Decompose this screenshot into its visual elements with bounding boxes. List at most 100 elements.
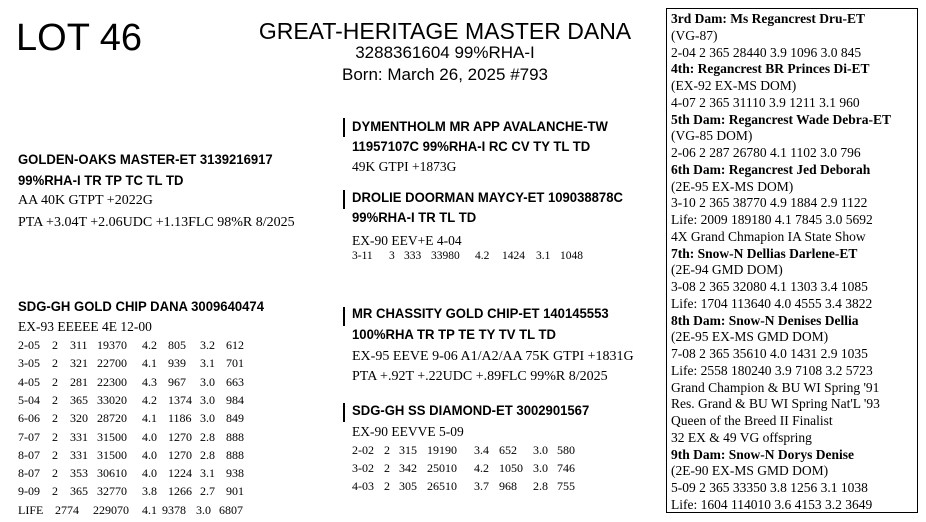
ancestor-detail: (VG-87) — [671, 27, 718, 43]
record-cell: 901 — [226, 484, 244, 499]
animal-detail: AA 40K GTPT +2022G — [18, 193, 153, 208]
record-cell: 25010 — [427, 461, 457, 475]
ancestor-detail: (2E-90 EX-MS GMD DOM) — [671, 463, 829, 479]
record-cell: 967 — [168, 374, 186, 389]
record-cell: 331 — [70, 447, 88, 462]
record-cell: 3.4 — [474, 443, 489, 457]
record-cell: 33980 — [431, 250, 460, 262]
animal-detail: EX-90 EEV+E 4-04 — [352, 233, 462, 248]
record-cell: 2-05 — [18, 338, 40, 352]
record-cell: 3.1 — [536, 250, 551, 262]
record-cell: 2 — [384, 461, 390, 475]
animal-heading: 11957107C 99%RHA-I RC CV TY TL TD — [352, 139, 591, 154]
record-cell: 984 — [226, 392, 244, 407]
record-cell: 320 — [70, 411, 88, 426]
record-cell: 3-11 — [352, 250, 373, 262]
record-cell: 968 — [499, 479, 517, 493]
record-cell: 2774 — [55, 503, 79, 517]
ancestor-detail: Life: 1604 114010 3.6 4153 3.2 3649 — [671, 496, 873, 512]
record-cell: 5-04 — [18, 392, 40, 407]
ancestor-detail: 2-04 2 365 28440 3.9 1096 3.0 845 — [671, 44, 862, 60]
ancestor-detail: 2-06 2 287 26780 4.1 1102 3.0 796 — [671, 145, 861, 160]
record-cell: 3.8 — [142, 484, 157, 499]
animal-heading: DROLIE DOORMAN MAYCY-ET 109038878C — [352, 190, 623, 205]
animal-heading: 99%RHA-I TR TP TC TL TD — [18, 173, 184, 188]
record-cell: 938 — [226, 466, 244, 481]
record-cell: 3.0 — [533, 461, 548, 475]
record-cell: 33020 — [97, 392, 127, 407]
animal-name: GREAT-HERITAGE MASTER DANA — [258, 18, 632, 44]
divider-bar — [343, 403, 345, 422]
record-cell: 1266 — [168, 484, 192, 499]
ancestor-title: 5th Dam: Regancrest Wade Debra-ET — [671, 111, 891, 127]
animal-detail: PTA +.92T +.22UDC +.89FLC 99%R 8/2025 — [352, 369, 608, 384]
ancestor-detail: 7-08 2 365 35610 4.0 1431 2.9 1035 — [671, 346, 868, 361]
record-cell: 365 — [70, 392, 88, 407]
record-cell: 2 — [52, 466, 58, 481]
record-cell: 2 — [52, 392, 58, 407]
record-cell: 321 — [70, 356, 88, 371]
divider-bar — [343, 307, 345, 326]
record-cell: 612 — [226, 338, 244, 352]
ancestor-detail: Life: 2009 189180 4.1 7845 3.0 5692 — [671, 212, 873, 227]
animal-detail: EX-90 EEVVE 5-09 — [352, 424, 464, 439]
record-cell: 311 — [70, 338, 88, 352]
ancestor-detail: Queen of the Breed II Finalist — [671, 413, 833, 428]
record-cell: 7-07 — [18, 429, 40, 444]
record-cell: 4.0 — [142, 429, 157, 444]
ancestor-detail: (EX-92 EX-MS DOM) — [671, 78, 797, 93]
record-cell: 4.2 — [142, 338, 157, 352]
record-cell: 3.2 — [200, 338, 215, 352]
record-cell: 663 — [226, 374, 244, 389]
record-cell: 2 — [52, 374, 58, 389]
record-cell: 315 — [399, 443, 417, 457]
animal-registration: 3288361604 99%RHA-I — [355, 43, 535, 62]
record-cell: 2.7 — [200, 484, 215, 499]
record-cell: 305 — [399, 479, 417, 493]
record-cell: 28720 — [97, 411, 127, 426]
record-cell: 9378 — [162, 503, 186, 517]
ancestor-title: 6th Dam: Regancrest Jed Deborah — [671, 161, 871, 177]
divider-bar — [343, 190, 345, 209]
ancestor-detail: 5-09 2 365 33350 3.8 1256 3.1 1038 — [671, 480, 868, 495]
record-cell: 1424 — [502, 250, 525, 262]
record-cell: 580 — [557, 443, 575, 457]
record-cell: 4.0 — [142, 466, 157, 481]
ancestor-detail: Life: 1704 113640 4.0 4555 3.4 3822 — [671, 295, 873, 311]
record-cell: 9-09 — [18, 484, 40, 499]
record-cell: 281 — [70, 374, 88, 389]
record-cell: 1374 — [168, 392, 192, 407]
record-cell: 4.2 — [142, 392, 157, 407]
record-cell: 3.1 — [200, 356, 215, 371]
record-cell: 342 — [399, 461, 417, 475]
record-cell: 2 — [52, 338, 58, 352]
record-cell: 2 — [52, 484, 58, 499]
record-cell: 8-07 — [18, 466, 40, 481]
record-cell: 3.0 — [533, 443, 548, 457]
animal-heading: 100%RHA TR TP TE TY TV TL TD — [352, 327, 556, 342]
record-cell: 4.2 — [475, 250, 490, 262]
pedigree-box — [666, 8, 918, 513]
ancestor-title: 4th: Regancrest BR Princes Di-ET — [671, 61, 870, 77]
record-cell: 2 — [52, 447, 58, 462]
record-cell: 2 — [52, 356, 58, 371]
animal-heading: SDG-GH SS DIAMOND-ET 3002901567 — [352, 403, 590, 418]
animal-detail: PTA +3.04T +2.06UDC +1.13FLC 98%R 8/2025 — [18, 215, 295, 230]
record-cell: 3.0 — [200, 374, 215, 389]
record-cell: 888 — [226, 447, 244, 462]
record-cell: 701 — [226, 356, 244, 371]
record-cell: 1050 — [499, 461, 523, 475]
record-cell: 3.1 — [200, 466, 215, 481]
lot-number: LOT 46 — [16, 17, 143, 59]
ancestor-detail: 4-07 2 365 31110 3.9 1211 3.1 960 — [671, 94, 860, 110]
animal-detail: EX-95 EEVE 9-06 A1/A2/AA 75K GTPI +1831G — [352, 349, 634, 364]
ancestor-detail: Res. Grand & BU WI Spring Nat'L '93 — [671, 396, 880, 412]
record-cell: 365 — [70, 484, 88, 499]
record-cell: 4.1 — [142, 503, 157, 517]
record-cell: 939 — [168, 356, 186, 371]
ancestor-detail: (2E-95 EX-MS GMD DOM) — [671, 329, 829, 345]
ancestor-detail: 4X Grand Chmapion IA State Show — [671, 228, 866, 244]
ancestor-detail: Life: 2558 180240 3.9 7108 3.2 5723 — [671, 362, 873, 378]
